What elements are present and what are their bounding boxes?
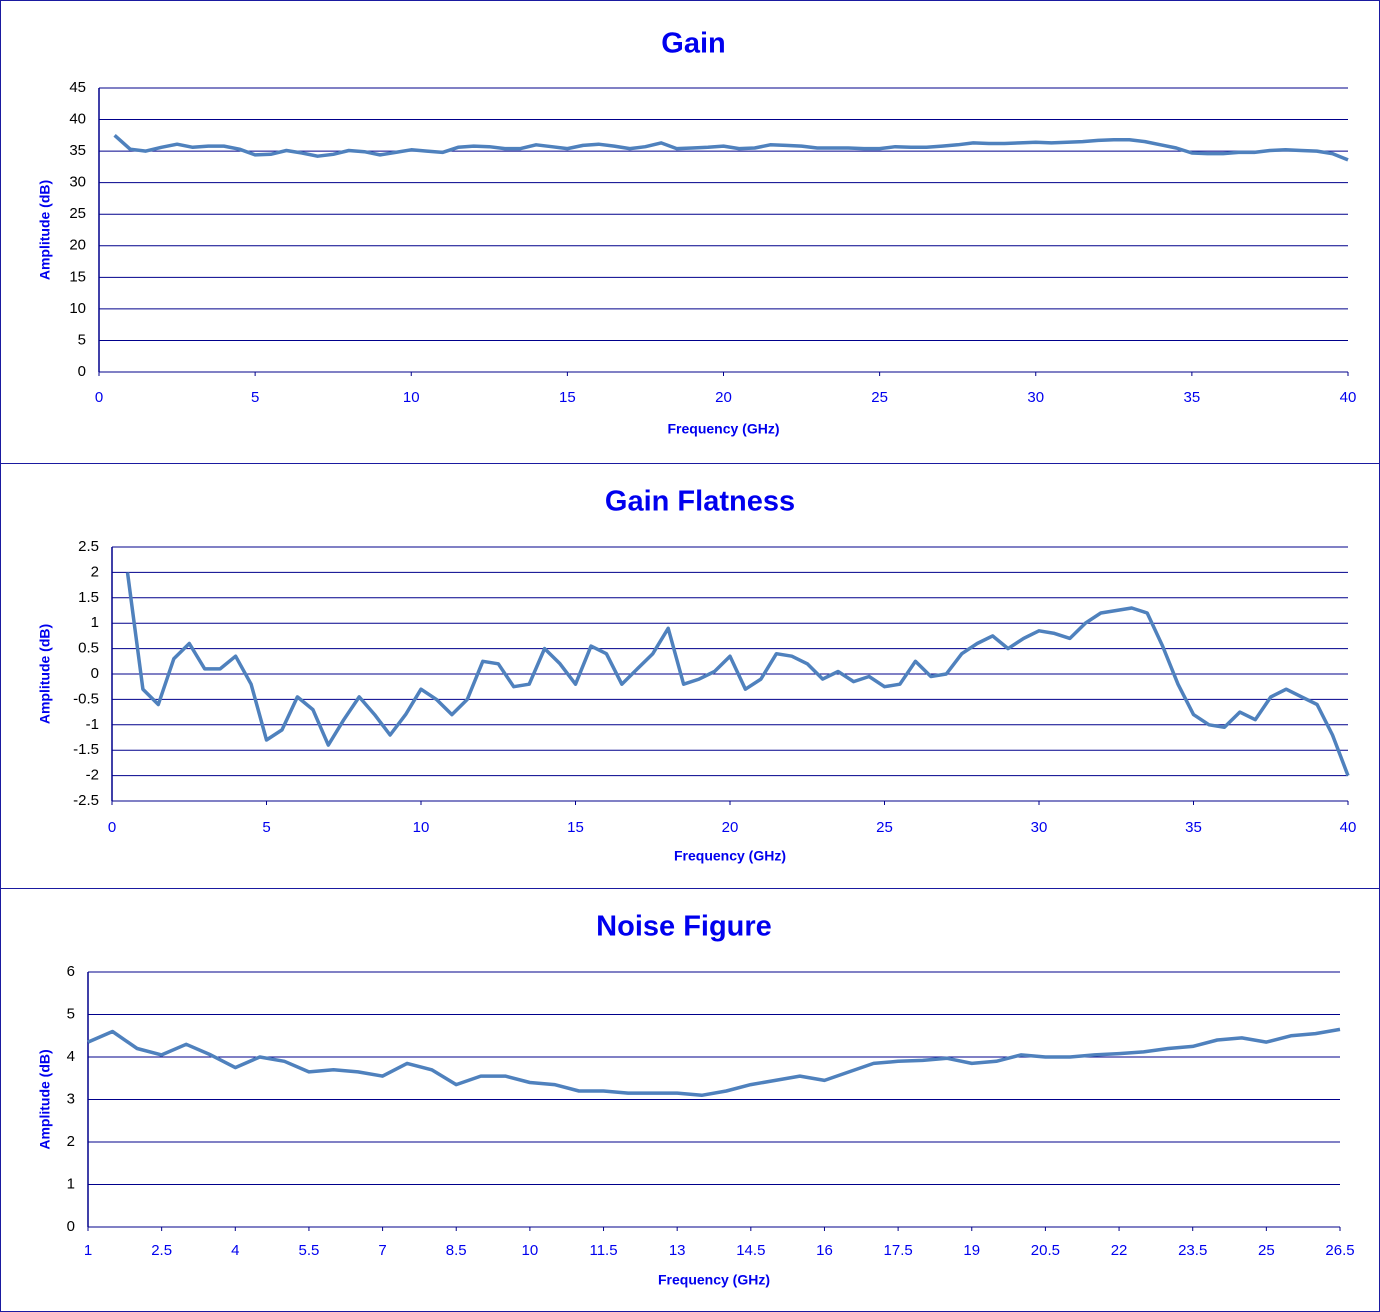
y-tick-label: 5 (78, 331, 86, 348)
y-tick-label: 0 (67, 1218, 75, 1235)
x-tick-label: 40 (1340, 819, 1357, 836)
panel-border (0, 0, 1380, 464)
y-tick-label: 25 (69, 205, 86, 222)
x-tick-label: 25 (876, 819, 893, 836)
x-tick-label: 10 (413, 819, 430, 836)
y-tick-label: 3 (67, 1090, 75, 1107)
data-line (113, 133, 1349, 162)
y-tick-label: 1 (67, 1175, 75, 1192)
y-tick-label: -2 (86, 767, 99, 784)
y-tick-label: 2 (91, 563, 99, 580)
y-tick-label: 2 (67, 1133, 75, 1150)
x-tick-label: 0 (108, 819, 116, 836)
y-tick-label: 5 (67, 1005, 75, 1022)
chart-title: Gain Flatness (605, 486, 795, 518)
x-axis-title: Frequency (GHz) (667, 421, 779, 437)
y-axis-title: Amplitude (dB) (37, 180, 53, 280)
x-tick-label: 10 (522, 1242, 539, 1259)
y-tick-label: 1 (91, 614, 99, 631)
x-tick-label: 25 (1258, 1242, 1275, 1259)
x-axis-title: Frequency (GHz) (658, 1272, 770, 1288)
x-axis-title: Frequency (GHz) (674, 848, 786, 864)
chart-title: Gain (661, 28, 725, 60)
y-tick-label: 30 (69, 174, 86, 191)
y-tick-label: -0.5 (73, 690, 99, 707)
panel-border (0, 463, 1380, 889)
x-tick-label: 15 (559, 389, 576, 406)
x-tick-label: 13 (669, 1242, 686, 1259)
y-tick-label: -1 (86, 716, 99, 733)
data-line (87, 1027, 1341, 1098)
x-tick-label: 40 (1340, 389, 1357, 406)
y-tick-label: 15 (69, 268, 86, 285)
x-tick-label: 20.5 (1031, 1242, 1060, 1259)
x-tick-label: 23.5 (1178, 1242, 1207, 1259)
y-tick-label: 1.5 (78, 589, 99, 606)
y-axis-title: Amplitude (dB) (37, 624, 53, 724)
x-tick-label: 5.5 (299, 1242, 320, 1259)
y-tick-label: 2.5 (78, 538, 99, 555)
y-tick-label: 4 (67, 1048, 75, 1065)
x-tick-label: 20 (715, 389, 732, 406)
x-tick-label: 10 (403, 389, 420, 406)
data-line (125, 572, 1350, 777)
x-tick-label: 0 (95, 389, 103, 406)
x-tick-label: 30 (1031, 819, 1048, 836)
x-tick-label: 20 (722, 819, 739, 836)
x-tick-label: 22 (1111, 1242, 1128, 1259)
y-tick-label: 0 (91, 665, 99, 682)
x-tick-label: 2.5 (151, 1242, 172, 1259)
y-tick-label: 45 (69, 79, 86, 96)
y-axis-title: Amplitude (dB) (37, 1049, 53, 1149)
y-tick-label: 20 (69, 237, 86, 254)
x-tick-label: 1 (84, 1242, 92, 1259)
y-tick-label: 0.5 (78, 640, 99, 657)
x-tick-label: 25 (871, 389, 888, 406)
y-tick-label: 35 (69, 142, 86, 159)
y-tick-label: 6 (67, 963, 75, 980)
x-tick-label: 8.5 (446, 1242, 467, 1259)
x-tick-label: 15 (567, 819, 584, 836)
x-tick-label: 35 (1184, 389, 1201, 406)
chart-title: Noise Figure (596, 911, 772, 943)
x-tick-label: 35 (1185, 819, 1202, 836)
x-tick-label: 26.5 (1325, 1242, 1354, 1259)
x-tick-label: 17.5 (884, 1242, 913, 1259)
x-tick-label: 5 (262, 819, 270, 836)
y-tick-label: 0 (78, 363, 86, 380)
x-tick-label: 7 (378, 1242, 386, 1259)
x-tick-label: 4 (231, 1242, 239, 1259)
x-tick-label: 30 (1027, 389, 1044, 406)
x-tick-label: 11.5 (589, 1242, 617, 1259)
x-tick-label: 14.5 (736, 1242, 765, 1259)
y-tick-label: -2.5 (73, 792, 99, 809)
y-tick-label: 10 (69, 300, 86, 317)
y-tick-label: -1.5 (73, 741, 99, 758)
x-tick-label: 16 (816, 1242, 833, 1259)
x-tick-label: 5 (251, 389, 259, 406)
y-tick-label: 40 (69, 111, 86, 128)
x-tick-label: 19 (963, 1242, 980, 1259)
